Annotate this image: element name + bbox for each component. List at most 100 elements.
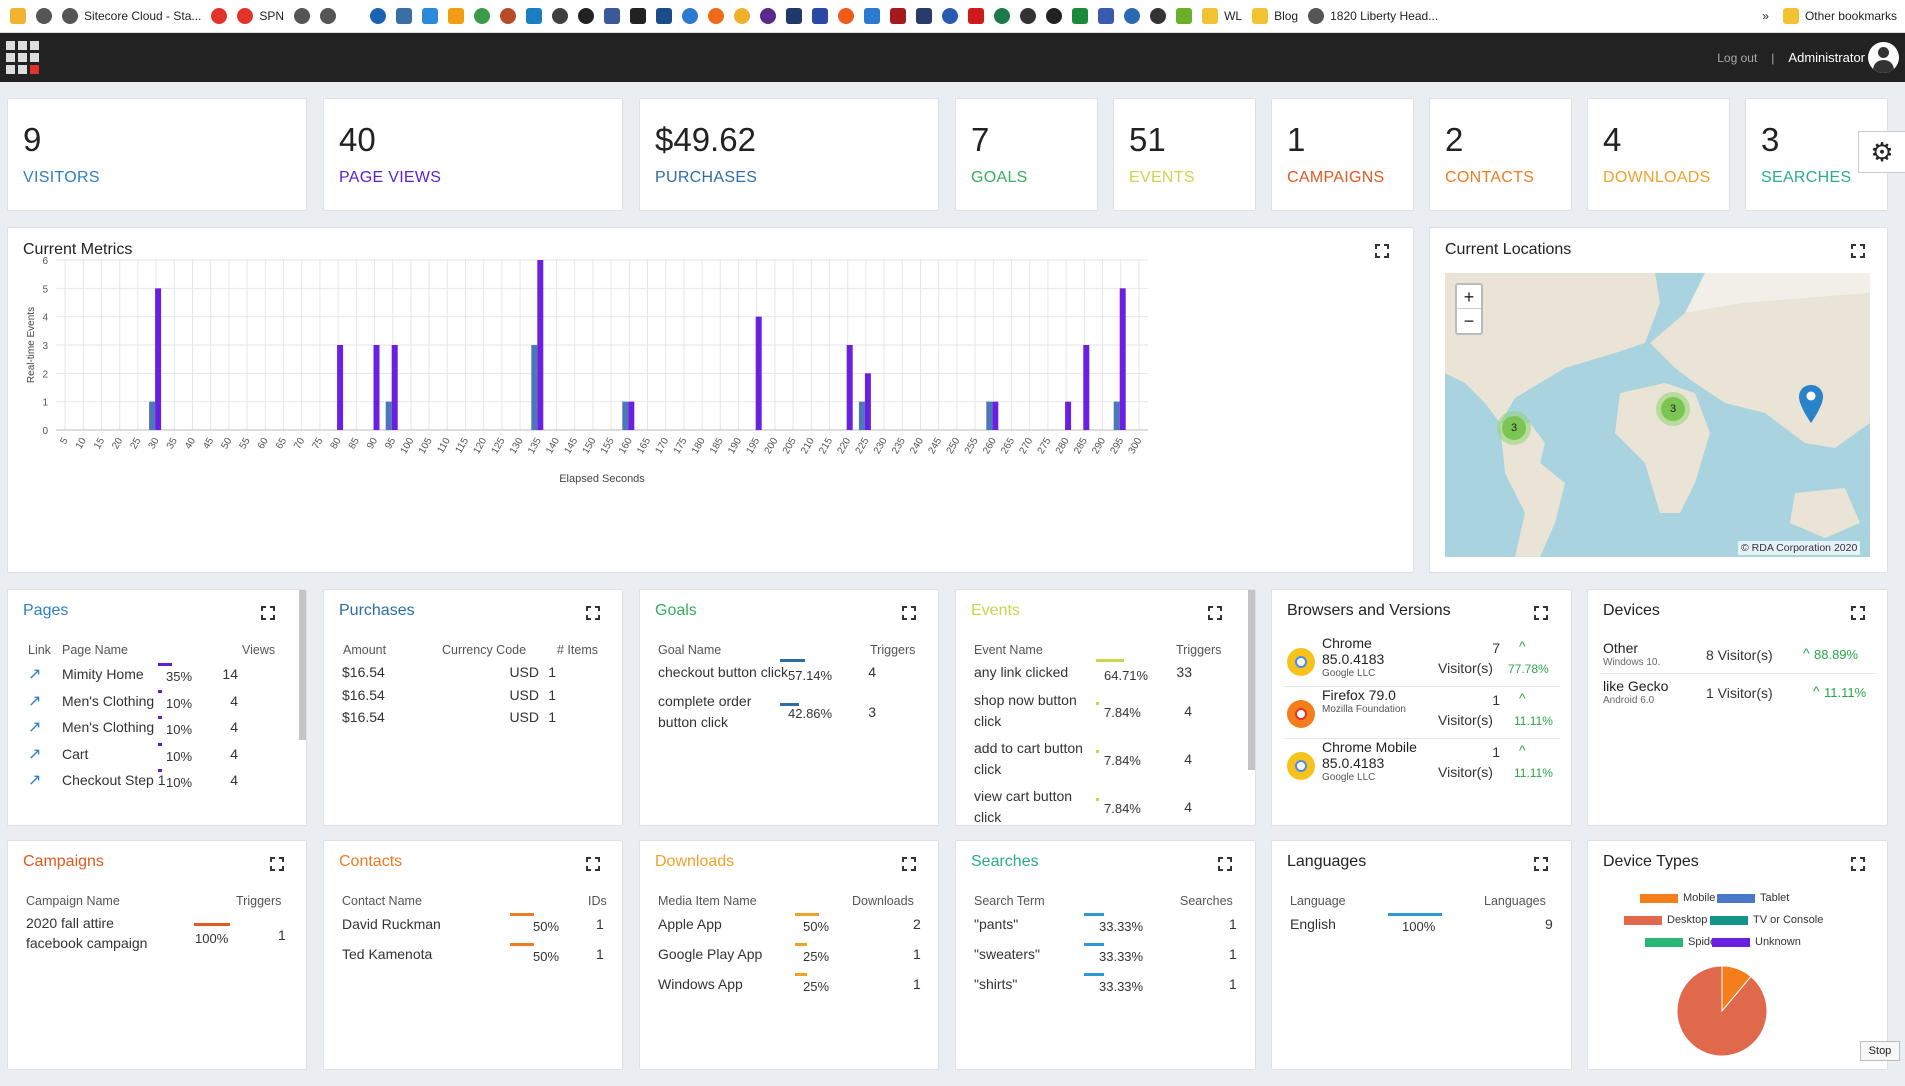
bar[interactable] [992, 401, 999, 430]
bookmarks-overflow[interactable]: » [1762, 9, 1769, 23]
bookmark-item[interactable] [994, 8, 1011, 24]
bookmark-item[interactable] [474, 8, 491, 24]
bookmark-item[interactable] [630, 8, 647, 24]
avatar[interactable] [1868, 42, 1899, 73]
map-cluster-marker[interactable]: 3 [1656, 392, 1690, 426]
expand-icon[interactable] [1534, 606, 1548, 620]
bookmark-item[interactable] [1072, 8, 1089, 24]
bookmark-item[interactable] [526, 8, 543, 24]
map-cluster-marker[interactable]: 3 [1497, 411, 1531, 445]
bar[interactable] [1119, 288, 1126, 430]
bookmark-item[interactable] [864, 8, 881, 24]
bookmark-item[interactable] [942, 8, 959, 24]
link-arrow-icon[interactable]: ↗ [28, 692, 42, 710]
bookmark-item[interactable] [1176, 8, 1193, 24]
bar[interactable] [149, 401, 156, 430]
expand-icon[interactable] [270, 857, 284, 871]
bookmark-item[interactable] [734, 8, 751, 24]
user-name[interactable]: Administrator [1788, 50, 1865, 65]
bookmark-item[interactable] [1020, 8, 1037, 24]
bar[interactable] [622, 401, 629, 430]
bookmark-spn[interactable]: SPN [237, 8, 284, 24]
bar[interactable] [1113, 401, 1120, 430]
bookmark-item[interactable] [422, 8, 439, 24]
expand-icon[interactable] [902, 606, 916, 620]
map-pin-icon[interactable] [1799, 385, 1823, 423]
bookmark-item[interactable] [682, 8, 699, 24]
bookmark-item[interactable] [552, 8, 569, 24]
link-arrow-icon[interactable]: ↗ [28, 719, 42, 736]
map-zoom-control[interactable]: + − [1455, 283, 1483, 335]
growth-percent: 11.11% [1824, 685, 1867, 700]
bookmark-item[interactable] [396, 8, 413, 24]
bookmark-item[interactable] [36, 8, 52, 24]
bookmark-apps[interactable] [10, 8, 26, 24]
bookmark-item[interactable] [370, 8, 387, 24]
bookmark-item[interactable] [656, 8, 673, 24]
bookmark-item[interactable] [578, 8, 595, 24]
settings-button[interactable]: ⚙ [1858, 131, 1905, 173]
expand-icon[interactable] [1375, 244, 1389, 258]
expand-icon[interactable] [1534, 857, 1548, 871]
bookmark-item[interactable] [760, 8, 777, 24]
bookmark-liberty[interactable]: 1820 Liberty Head... [1308, 8, 1438, 24]
bookmark-item[interactable] [812, 8, 829, 24]
app-grid-icon[interactable] [6, 41, 39, 74]
expand-icon[interactable] [1218, 857, 1232, 871]
expand-icon[interactable] [902, 857, 916, 871]
bookmark-item[interactable] [1150, 8, 1167, 24]
bookmark-item[interactable] [1124, 8, 1141, 24]
bookmark-wl[interactable]: WL [1202, 8, 1242, 24]
bar[interactable] [986, 401, 993, 430]
bookmark-item[interactable] [968, 8, 985, 24]
bookmark-item[interactable] [786, 8, 803, 24]
bar[interactable] [628, 401, 635, 430]
zoom-out-button[interactable]: − [1463, 311, 1475, 331]
bookmark-item[interactable] [890, 8, 907, 24]
bar[interactable] [531, 345, 538, 430]
bookmark-item[interactable] [838, 8, 855, 24]
expand-icon[interactable] [1851, 244, 1865, 258]
bar[interactable] [391, 345, 398, 430]
bar[interactable] [858, 401, 865, 430]
bar[interactable] [864, 373, 871, 430]
link-arrow-icon[interactable]: ↗ [28, 666, 42, 683]
zoom-in-button[interactable]: + [1457, 285, 1481, 309]
stop-button[interactable]: Stop [1860, 1041, 1900, 1061]
bar[interactable] [1083, 345, 1090, 430]
link-arrow-icon[interactable]: ↗ [28, 772, 42, 789]
bar[interactable] [337, 345, 344, 430]
link-arrow-icon[interactable]: ↗ [28, 745, 42, 763]
pie-slice[interactable] [1677, 966, 1768, 1057]
expand-icon[interactable] [586, 606, 600, 620]
bar[interactable] [755, 316, 762, 430]
bar[interactable] [846, 345, 853, 430]
bookmark-item[interactable] [916, 8, 933, 24]
bar[interactable] [385, 401, 392, 430]
scrollbar[interactable] [1248, 590, 1255, 770]
bar[interactable] [155, 288, 162, 430]
bookmark-blog[interactable]: Blog [1252, 8, 1298, 24]
bar[interactable] [537, 260, 544, 430]
bookmark-sitecore[interactable]: Sitecore Cloud - Sta... [62, 8, 201, 24]
bookmark-item[interactable] [500, 8, 517, 24]
bookmark-other[interactable]: Other bookmarks [1782, 8, 1897, 24]
expand-icon[interactable] [586, 857, 600, 871]
bookmark-item[interactable] [708, 8, 725, 24]
bookmark-item[interactable] [211, 8, 228, 24]
bar[interactable] [373, 345, 380, 430]
bookmark-item[interactable] [294, 8, 311, 24]
expand-icon[interactable] [1208, 606, 1222, 620]
logout-link[interactable]: Log out [1717, 50, 1758, 65]
bar[interactable] [1065, 401, 1072, 430]
bookmark-item[interactable] [320, 8, 337, 24]
bookmark-item[interactable] [604, 8, 621, 24]
bookmark-item[interactable] [1098, 8, 1115, 24]
scrollbar[interactable] [299, 590, 306, 740]
world-map[interactable] [1445, 273, 1870, 557]
expand-icon[interactable] [1851, 606, 1865, 620]
expand-icon[interactable] [261, 606, 275, 620]
bookmark-item[interactable] [1046, 8, 1063, 24]
bookmark-item[interactable] [448, 8, 465, 24]
expand-icon[interactable] [1851, 857, 1865, 871]
